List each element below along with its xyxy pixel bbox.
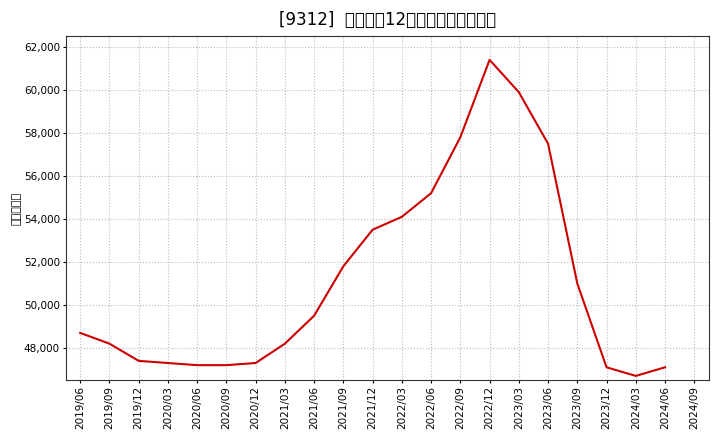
Title: [9312]  売上高の12か月移動合計の推移: [9312] 売上高の12か月移動合計の推移 — [279, 11, 496, 29]
Y-axis label: （百万円）: （百万円） — [11, 192, 21, 225]
